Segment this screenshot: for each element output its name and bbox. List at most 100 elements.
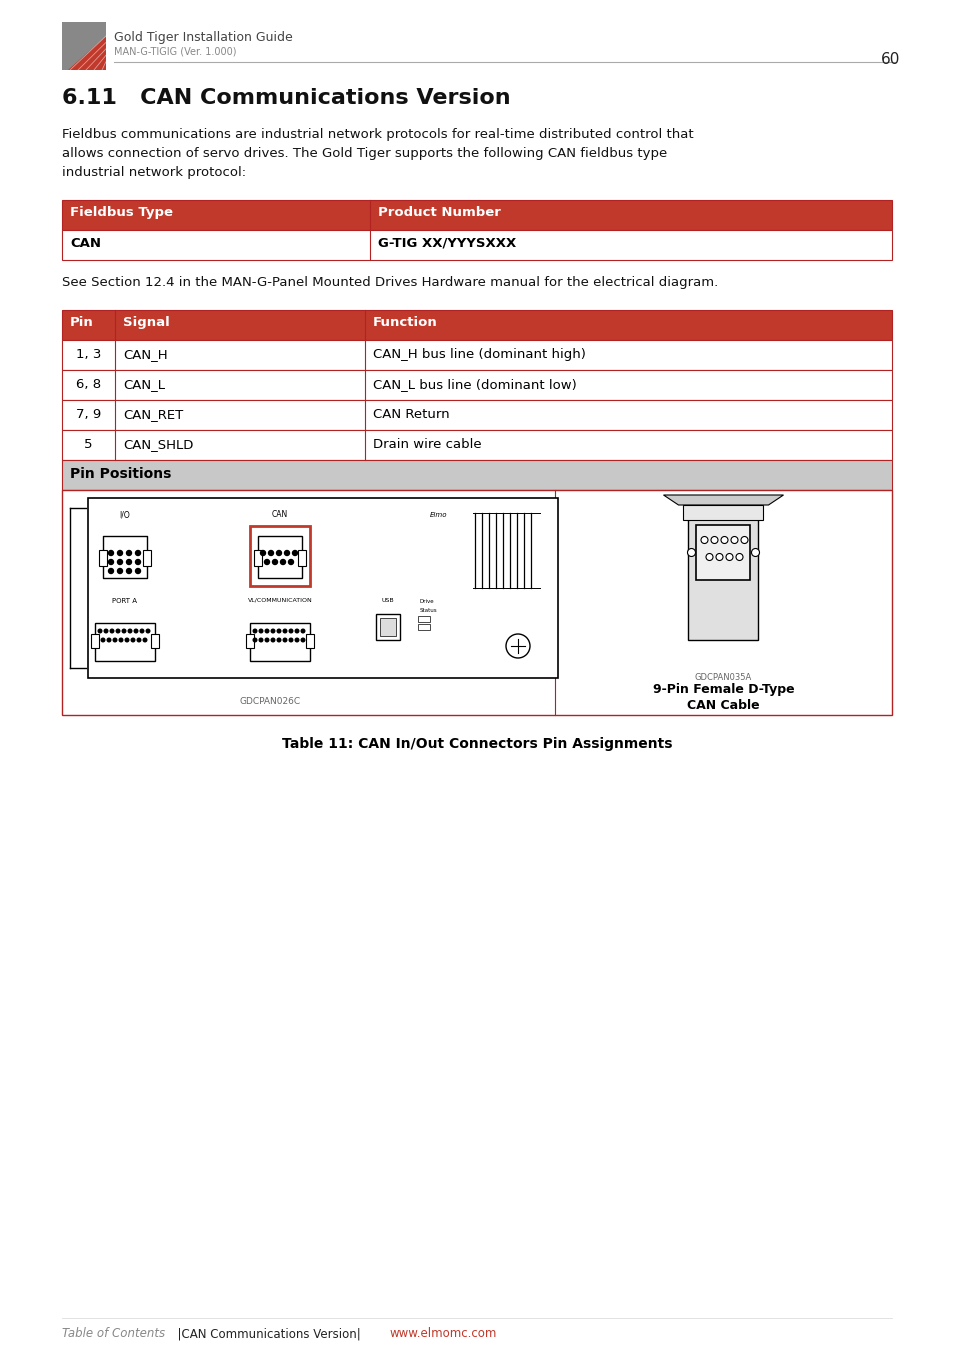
Circle shape xyxy=(134,629,137,633)
Circle shape xyxy=(720,536,727,544)
Circle shape xyxy=(284,551,289,555)
Bar xyxy=(62,490,891,716)
Text: GDCPAN026C: GDCPAN026C xyxy=(239,697,300,706)
Text: Product Number: Product Number xyxy=(377,207,500,219)
Circle shape xyxy=(293,551,297,555)
Text: G-TIG XX/YYYSXXX: G-TIG XX/YYYSXXX xyxy=(377,238,516,250)
Text: industrial network protocol:: industrial network protocol: xyxy=(62,166,246,180)
Circle shape xyxy=(730,536,738,544)
Bar xyxy=(62,230,891,261)
Bar xyxy=(379,618,395,636)
Text: Drive: Drive xyxy=(419,599,435,603)
Text: CAN Cable: CAN Cable xyxy=(686,699,759,711)
Circle shape xyxy=(751,548,759,556)
Circle shape xyxy=(505,634,530,657)
Circle shape xyxy=(735,554,742,560)
Text: GDCPAN035A: GDCPAN035A xyxy=(694,674,751,682)
Bar xyxy=(62,431,891,460)
Circle shape xyxy=(101,639,105,641)
Circle shape xyxy=(264,559,269,564)
Circle shape xyxy=(259,639,262,641)
Bar xyxy=(417,624,430,630)
Bar xyxy=(417,616,430,622)
Text: Fieldbus communications are industrial network protocols for real-time distribut: Fieldbus communications are industrial n… xyxy=(62,128,693,140)
Bar xyxy=(250,526,310,586)
Text: Elmo: Elmo xyxy=(430,512,447,518)
Circle shape xyxy=(253,639,256,641)
Circle shape xyxy=(294,629,298,633)
Circle shape xyxy=(127,559,132,564)
Circle shape xyxy=(137,639,141,641)
Circle shape xyxy=(700,536,707,544)
Text: Gold Tiger Installation Guide: Gold Tiger Installation Guide xyxy=(113,31,293,45)
Circle shape xyxy=(127,551,132,555)
Text: Pin Positions: Pin Positions xyxy=(70,467,172,481)
Text: CAN_H bus line (dominant high): CAN_H bus line (dominant high) xyxy=(373,348,585,360)
Text: Drain wire cable: Drain wire cable xyxy=(373,437,481,451)
Text: Pin: Pin xyxy=(70,316,93,329)
Text: CAN_SHLD: CAN_SHLD xyxy=(123,437,193,451)
Bar xyxy=(297,549,306,566)
Polygon shape xyxy=(68,36,106,70)
Circle shape xyxy=(135,568,140,574)
Bar xyxy=(62,370,891,400)
Circle shape xyxy=(289,629,293,633)
Circle shape xyxy=(119,639,123,641)
Text: CAN: CAN xyxy=(70,238,101,250)
Text: CAN_L: CAN_L xyxy=(123,378,165,392)
Circle shape xyxy=(273,559,277,564)
Circle shape xyxy=(740,536,747,544)
Text: www.elmomc.com: www.elmomc.com xyxy=(390,1327,497,1341)
Text: CAN_L bus line (dominant low): CAN_L bus line (dominant low) xyxy=(373,378,577,392)
Bar xyxy=(151,634,159,648)
Circle shape xyxy=(125,639,129,641)
Circle shape xyxy=(289,639,293,641)
Circle shape xyxy=(117,551,122,555)
Text: |CAN Communications Version|: |CAN Communications Version| xyxy=(170,1327,360,1341)
Text: Fieldbus Type: Fieldbus Type xyxy=(70,207,172,219)
Circle shape xyxy=(111,629,113,633)
Bar xyxy=(91,634,99,648)
Bar xyxy=(246,634,253,648)
Bar xyxy=(696,525,750,580)
Text: MAN-G-TIGIG (Ver. 1.000): MAN-G-TIGIG (Ver. 1.000) xyxy=(113,47,236,57)
Circle shape xyxy=(283,639,287,641)
Circle shape xyxy=(116,629,120,633)
Bar xyxy=(95,622,154,662)
Text: USB: USB xyxy=(381,598,394,603)
Circle shape xyxy=(705,554,712,560)
Text: Table 11: CAN In/Out Connectors Pin Assignments: Table 11: CAN In/Out Connectors Pin Assi… xyxy=(281,737,672,751)
Circle shape xyxy=(259,629,262,633)
Text: allows connection of servo drives. The Gold Tiger supports the following CAN fie: allows connection of servo drives. The G… xyxy=(62,147,666,161)
Bar xyxy=(375,614,399,640)
Polygon shape xyxy=(682,505,762,520)
Text: 6, 8: 6, 8 xyxy=(76,378,101,392)
Text: Function: Function xyxy=(373,316,437,329)
Circle shape xyxy=(716,554,722,560)
Circle shape xyxy=(109,551,113,555)
Circle shape xyxy=(687,548,695,556)
Circle shape xyxy=(253,629,256,633)
Circle shape xyxy=(109,559,113,564)
Bar xyxy=(62,200,891,230)
Circle shape xyxy=(117,559,122,564)
Text: 6.11   CAN Communications Version: 6.11 CAN Communications Version xyxy=(62,88,510,108)
Circle shape xyxy=(127,568,132,574)
Circle shape xyxy=(265,629,269,633)
Circle shape xyxy=(113,639,116,641)
Circle shape xyxy=(271,629,274,633)
Bar xyxy=(62,400,891,431)
Bar xyxy=(143,549,151,566)
Text: CAN_H: CAN_H xyxy=(123,348,168,360)
Bar xyxy=(253,549,262,566)
Circle shape xyxy=(710,536,718,544)
Text: 1, 3: 1, 3 xyxy=(75,348,101,360)
Circle shape xyxy=(109,568,113,574)
Circle shape xyxy=(725,554,732,560)
Bar xyxy=(62,460,891,490)
Circle shape xyxy=(98,629,102,633)
Circle shape xyxy=(294,639,298,641)
Text: CAN_RET: CAN_RET xyxy=(123,408,183,421)
Bar xyxy=(88,498,558,678)
Circle shape xyxy=(260,551,265,555)
